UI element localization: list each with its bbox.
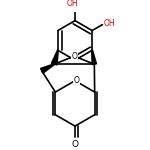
Text: O: O (71, 52, 77, 61)
Polygon shape (51, 50, 58, 65)
Text: O: O (74, 76, 79, 85)
Text: OH: OH (66, 0, 78, 9)
Text: OH: OH (104, 20, 116, 28)
Text: O: O (72, 140, 78, 149)
Polygon shape (92, 50, 96, 64)
Polygon shape (40, 64, 54, 73)
